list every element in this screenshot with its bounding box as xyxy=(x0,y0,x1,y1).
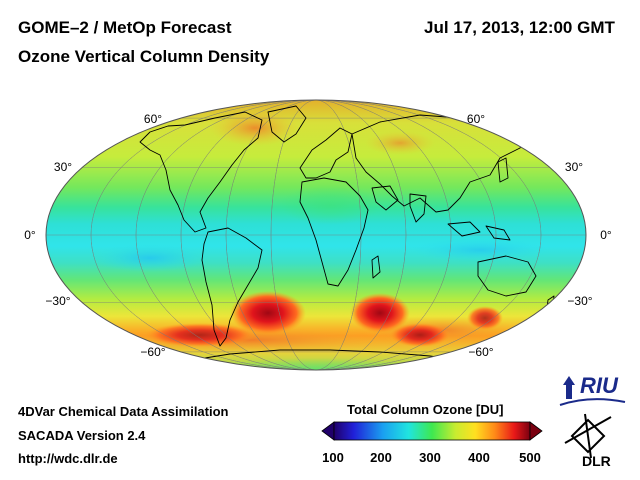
ozone-field xyxy=(46,100,586,370)
lat-label-left-30: 30° xyxy=(54,160,72,174)
riu-logo-icon xyxy=(559,376,626,406)
footer-line1: 4DVar Chemical Data Assimilation xyxy=(18,404,229,419)
map-outline xyxy=(45,99,587,371)
lat-label-left-m60: −60° xyxy=(140,345,165,359)
riu-logo-text: RIU xyxy=(580,373,618,398)
colorbar-tick-100: 100 xyxy=(322,450,344,465)
colorbar-tick-300: 300 xyxy=(419,450,441,465)
forecast-datetime: Jul 17, 2013, 12:00 GMT xyxy=(424,18,615,37)
lat-label-left-60: 60° xyxy=(144,112,162,126)
colorbar-tick-400: 400 xyxy=(468,450,490,465)
lat-label-left-0: 0° xyxy=(24,228,36,242)
colorbar-tick-500: 500 xyxy=(519,450,541,465)
title-line2: Ozone Vertical Column Density xyxy=(18,47,270,66)
footer-url[interactable]: http://wdc.dlr.de xyxy=(18,451,118,466)
title-line1: GOME–2 / MetOp Forecast xyxy=(18,18,232,37)
colorbar-max-arrow xyxy=(529,421,543,441)
lat-label-left-m30: −30° xyxy=(45,294,70,308)
lat-label-right-m60: −60° xyxy=(468,345,493,359)
dlr-logo-text: DLR xyxy=(582,453,611,469)
lat-label-right-0: 0° xyxy=(600,228,612,242)
lat-label-right-m30: −30° xyxy=(567,294,592,308)
dlr-logo-icon xyxy=(564,413,612,459)
footer-line2: SACADA Version 2.4 xyxy=(18,428,146,443)
colorbar-title: Total Column Ozone [DU] xyxy=(347,402,504,417)
lat-label-right-60: 60° xyxy=(467,112,485,126)
colorbar-min-arrow xyxy=(321,421,335,441)
lat-label-right-30: 30° xyxy=(565,160,583,174)
colorbar-tick-200: 200 xyxy=(370,450,392,465)
colorbar: 100 200 300 400 500 xyxy=(321,421,543,465)
colorbar-gradient xyxy=(333,421,531,441)
